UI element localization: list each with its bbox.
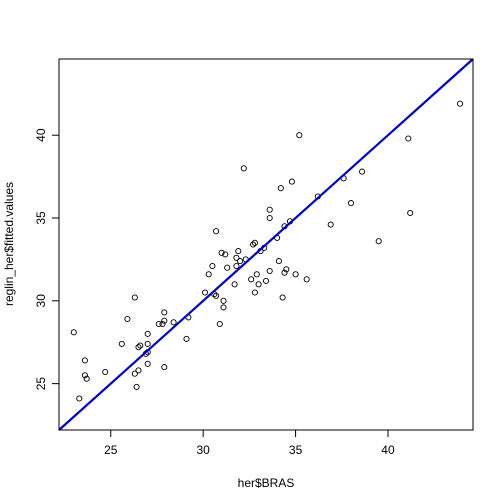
data-point-75 bbox=[375, 238, 382, 245]
data-point-3 bbox=[81, 372, 88, 379]
data-point-56 bbox=[266, 214, 273, 222]
data-point-39 bbox=[231, 281, 238, 288]
data-point-10 bbox=[133, 383, 140, 390]
x-tick-label-30: 30 bbox=[196, 443, 210, 457]
data-point-71 bbox=[327, 221, 334, 228]
data-point-41 bbox=[233, 254, 240, 261]
data-point-43 bbox=[237, 258, 244, 265]
data-point-20 bbox=[159, 320, 166, 328]
data-point-18 bbox=[144, 360, 151, 367]
data-point-15 bbox=[144, 330, 151, 337]
data-point-47 bbox=[250, 241, 257, 248]
data-point-33 bbox=[216, 320, 223, 328]
data-point-74 bbox=[359, 168, 366, 175]
data-point-32 bbox=[213, 292, 220, 299]
data-point-57 bbox=[266, 267, 273, 275]
data-point-13 bbox=[137, 342, 144, 349]
data-point-60 bbox=[277, 185, 284, 192]
data-point-8 bbox=[131, 294, 138, 301]
data-point-55 bbox=[266, 206, 273, 213]
data-point-37 bbox=[222, 251, 229, 258]
data-point-21 bbox=[161, 309, 168, 316]
data-point-66 bbox=[288, 178, 295, 185]
data-point-12 bbox=[135, 367, 142, 374]
y-tick-label-25: 25 bbox=[34, 377, 48, 391]
plot-frame bbox=[58, 58, 474, 431]
data-point-76 bbox=[405, 135, 412, 142]
data-point-25 bbox=[183, 335, 190, 342]
data-point-36 bbox=[220, 304, 227, 311]
data-point-22 bbox=[161, 317, 168, 324]
data-point-31 bbox=[213, 228, 220, 235]
data-point-7 bbox=[124, 315, 131, 323]
data-point-19 bbox=[155, 320, 162, 328]
data-point-0 bbox=[70, 329, 77, 336]
x-axis-label: her$BRAS bbox=[238, 476, 295, 490]
data-point-64 bbox=[281, 269, 288, 276]
data-point-78 bbox=[457, 100, 464, 107]
data-point-46 bbox=[248, 276, 255, 283]
y-tick-label-40: 40 bbox=[34, 128, 48, 142]
data-point-67 bbox=[292, 271, 299, 278]
data-point-77 bbox=[407, 209, 414, 217]
data-point-29 bbox=[209, 262, 216, 270]
regression-line-layer bbox=[58, 58, 474, 431]
data-point-68 bbox=[296, 132, 303, 139]
data-point-4 bbox=[83, 375, 90, 382]
data-point-35 bbox=[220, 297, 227, 304]
data-point-51 bbox=[255, 281, 262, 288]
data-point-59 bbox=[275, 258, 282, 265]
data-point-40 bbox=[233, 262, 240, 270]
data-point-50 bbox=[253, 271, 260, 278]
data-point-49 bbox=[251, 289, 258, 296]
data-points bbox=[70, 100, 464, 402]
data-point-54 bbox=[262, 277, 270, 284]
data-point-1 bbox=[76, 395, 83, 402]
y-tick-label-35: 35 bbox=[34, 211, 48, 225]
y-tick-label-30: 30 bbox=[34, 294, 48, 308]
data-point-27 bbox=[201, 289, 209, 296]
y-axis: 25 30 35 40 bbox=[34, 128, 59, 390]
x-axis: 25 30 35 40 bbox=[104, 430, 395, 457]
x-tick-label-35: 35 bbox=[289, 443, 303, 457]
data-point-48 bbox=[251, 239, 258, 246]
data-point-11 bbox=[135, 344, 142, 351]
regression-line bbox=[58, 58, 474, 431]
data-point-24 bbox=[170, 319, 177, 326]
x-tick-label-40: 40 bbox=[381, 443, 395, 457]
data-point-38 bbox=[224, 264, 231, 271]
data-point-2 bbox=[81, 357, 88, 364]
data-point-17 bbox=[144, 340, 151, 347]
x-tick-label-25: 25 bbox=[104, 443, 118, 457]
data-point-63 bbox=[283, 266, 290, 273]
data-point-44 bbox=[240, 165, 247, 172]
y-axis-label: reglin_her$fitted.values bbox=[2, 182, 16, 306]
data-point-5 bbox=[102, 368, 109, 376]
data-point-42 bbox=[235, 248, 242, 255]
data-point-73 bbox=[347, 200, 355, 207]
data-point-28 bbox=[205, 271, 212, 278]
data-point-69 bbox=[303, 276, 310, 283]
data-point-61 bbox=[279, 294, 286, 301]
data-point-34 bbox=[218, 249, 225, 256]
data-point-9 bbox=[131, 370, 138, 377]
data-point-23 bbox=[161, 364, 168, 371]
data-point-6 bbox=[118, 340, 125, 347]
